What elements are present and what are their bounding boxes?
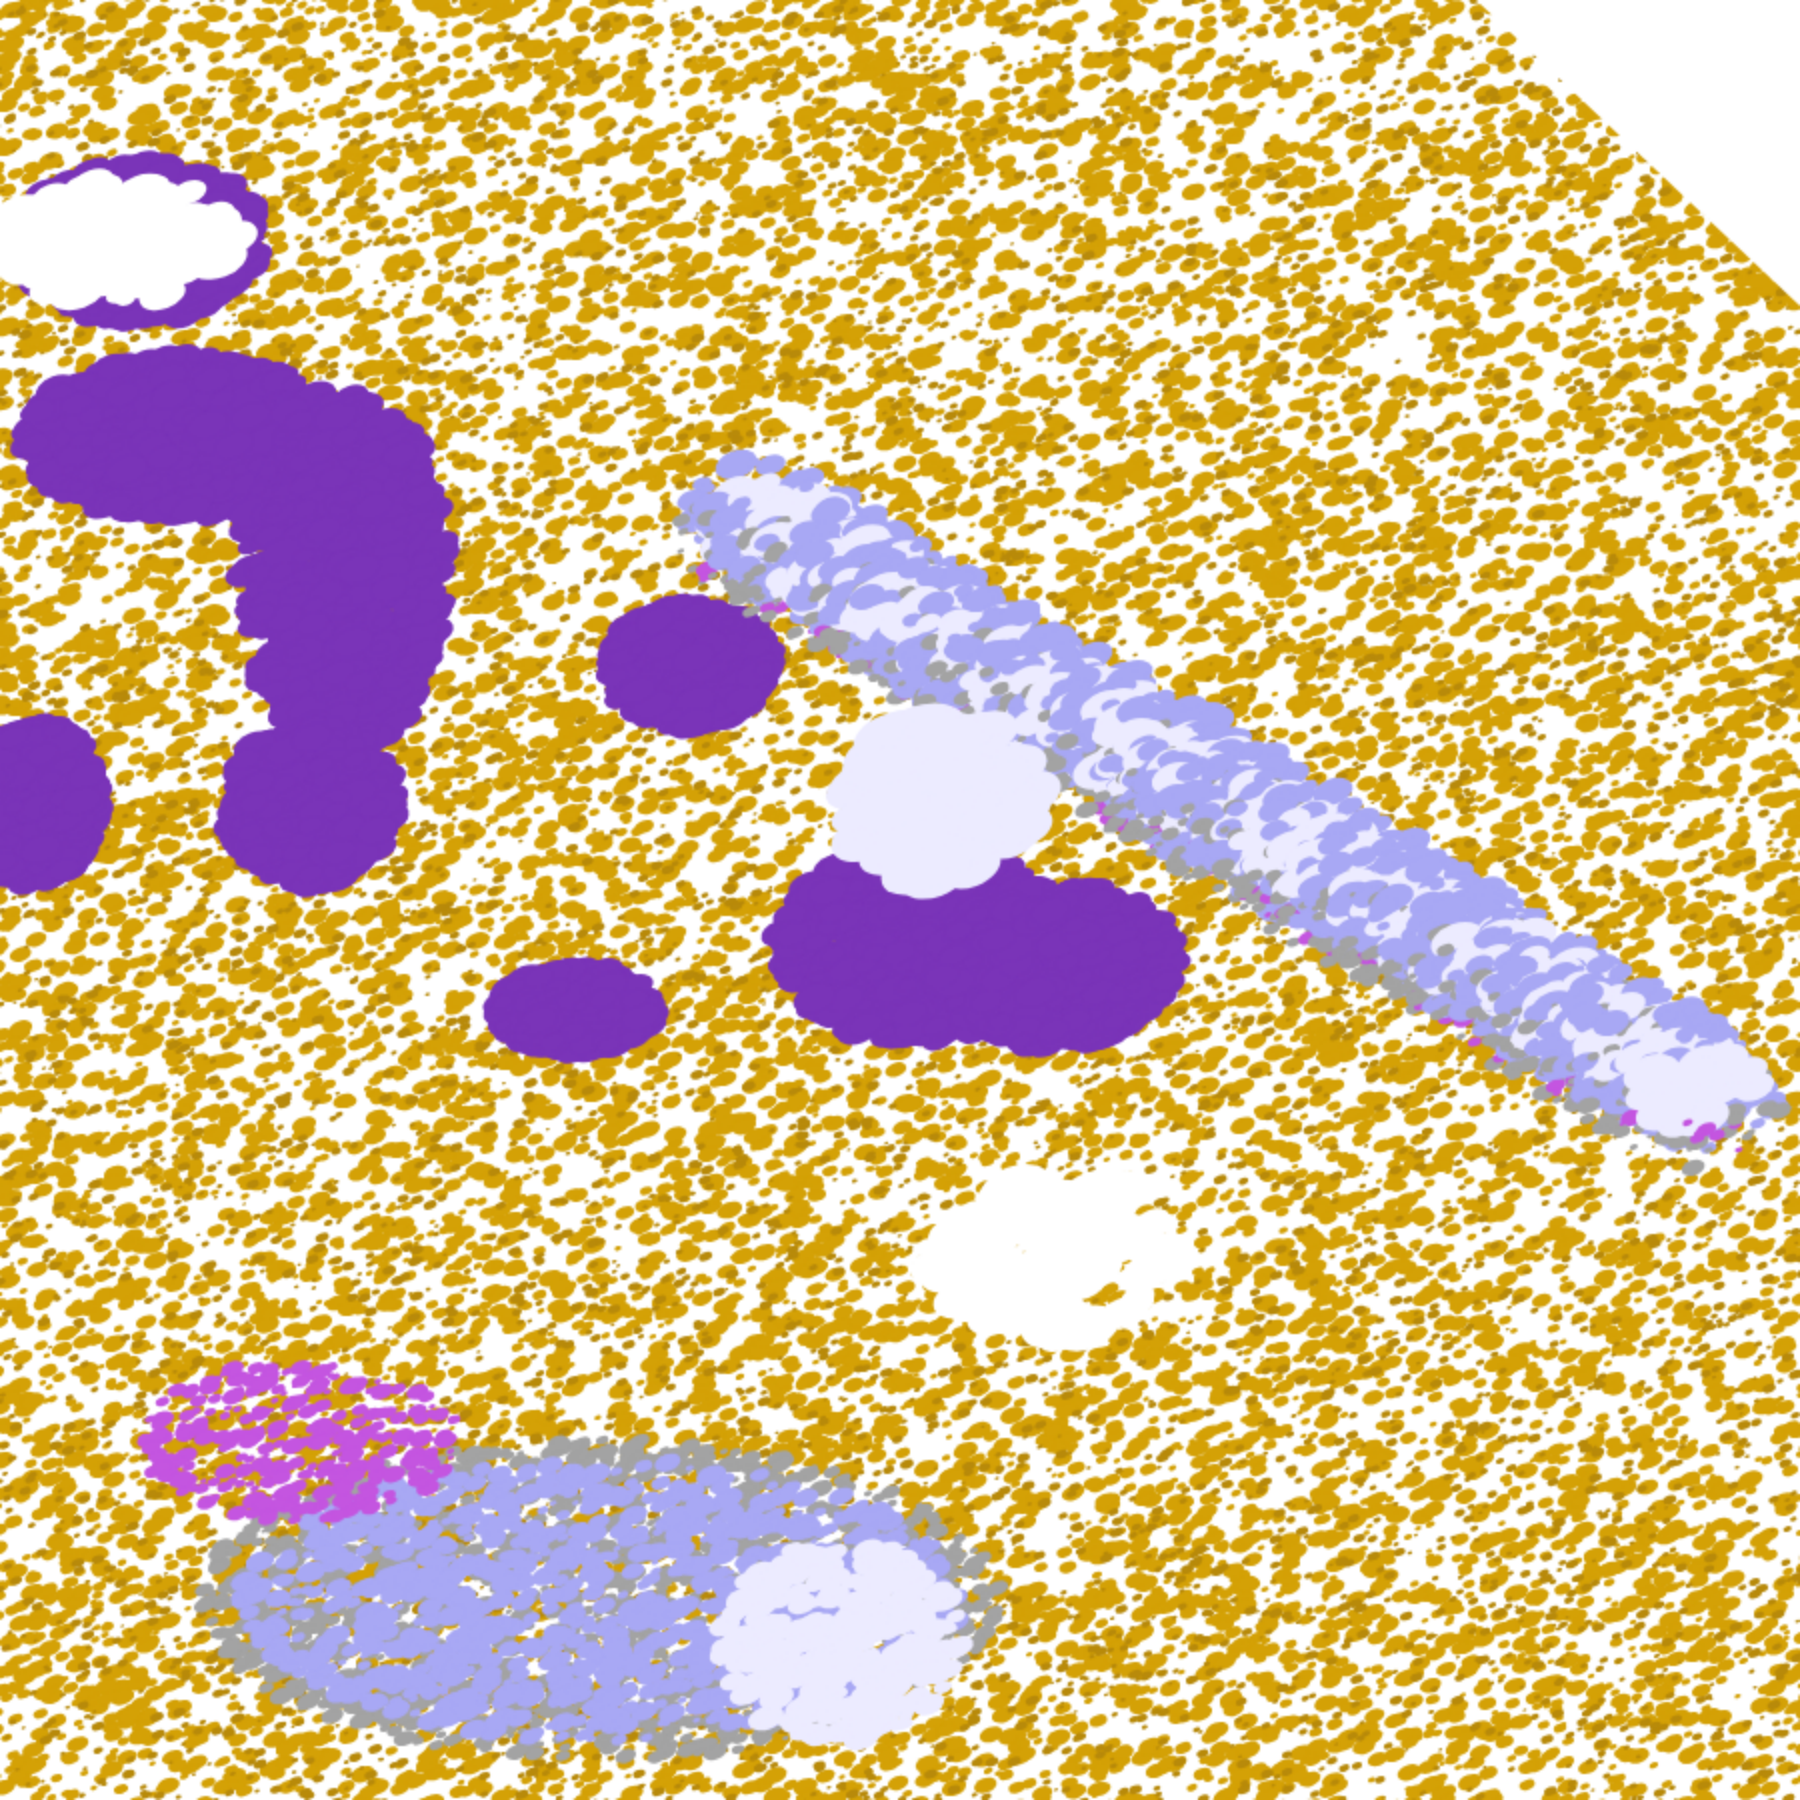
classification-raster: [0, 0, 1800, 1800]
satellite-classification-map: [0, 0, 1800, 1800]
